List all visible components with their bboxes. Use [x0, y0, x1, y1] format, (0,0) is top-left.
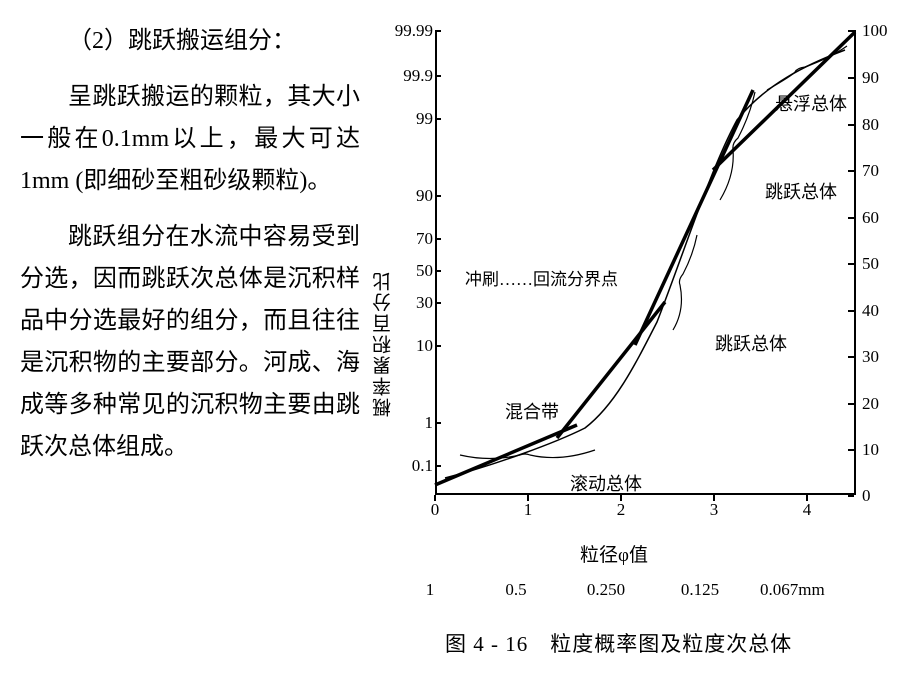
x-tick-phi: 2 [606, 500, 636, 520]
y-tick-right: 10 [862, 440, 902, 460]
x-tick-mm: 0.125 [670, 580, 730, 600]
paragraph-2: 跳跃组分在水流中容易受到分选，因而跳跃次总体是沉积样品中分选最好的组分，而且往往… [20, 216, 360, 468]
y-tick-left: 10 [383, 336, 433, 356]
anno-washback: 冲刷……回流分界点 [465, 265, 618, 290]
y-tick-right: 0 [862, 486, 902, 506]
y-tick-right: 40 [862, 301, 902, 321]
y-tick-left: 30 [383, 293, 433, 313]
y-tick-left: 50 [383, 261, 433, 281]
x-tick-phi: 1 [513, 500, 543, 520]
y-tick-left: 90 [383, 186, 433, 206]
paragraph-1: 呈跳跃搬运的颗粒，其大小一般在0.1mm以上，最大可达1mm (即细砂至粗砂级颗… [20, 76, 360, 202]
x-tick-phi: 3 [699, 500, 729, 520]
anno-suspended: 悬浮总体 [775, 90, 847, 116]
x-tick-mm: 0.5 [486, 580, 546, 600]
y-tick-right: 80 [862, 115, 902, 135]
anno-rolling: 滚动总体 [570, 470, 642, 496]
y-tick-left: 70 [383, 229, 433, 249]
heading-text: （2）跳跃搬运组分： [20, 20, 360, 62]
x-tick-phi: 0 [420, 500, 450, 520]
y-tick-left: 99 [383, 109, 433, 129]
x-tick-mm: 0.067mm [760, 580, 820, 600]
x-axis-label: 粒径φ值 [580, 540, 648, 567]
anno-saltation-1: 跳跃总体 [765, 178, 837, 204]
anno-saltation-2: 跳跃总体 [715, 330, 787, 356]
y-tick-right: 20 [862, 394, 902, 414]
figure-caption: 图 4 - 16 粒度概率图及粒度次总体 [445, 628, 792, 658]
anno-mixzone: 混合带 [505, 398, 559, 424]
y-tick-right: 100 [862, 21, 902, 41]
text-column: （2）跳跃搬运组分： 呈跳跃搬运的颗粒，其大小一般在0.1mm以上，最大可达1m… [20, 20, 380, 670]
y-tick-left: 99.9 [383, 66, 433, 86]
y-tick-right: 90 [862, 68, 902, 88]
x-tick-mm: 0.250 [576, 580, 636, 600]
x-tick-phi: 4 [792, 500, 822, 520]
y-tick-right: 60 [862, 208, 902, 228]
y-tick-right: 50 [862, 254, 902, 274]
y-tick-left: 1 [383, 413, 433, 433]
y-tick-right: 70 [862, 161, 902, 181]
x-tick-mm: 1 [400, 580, 460, 600]
y-tick-left: 99.99 [383, 21, 433, 41]
chart-container: 概率累积百分比 粒径φ值 图 4 - 16 粒度概率图及粒度次总体 99.999… [380, 20, 900, 670]
y-tick-right: 30 [862, 347, 902, 367]
y-tick-left: 0.1 [383, 456, 433, 476]
